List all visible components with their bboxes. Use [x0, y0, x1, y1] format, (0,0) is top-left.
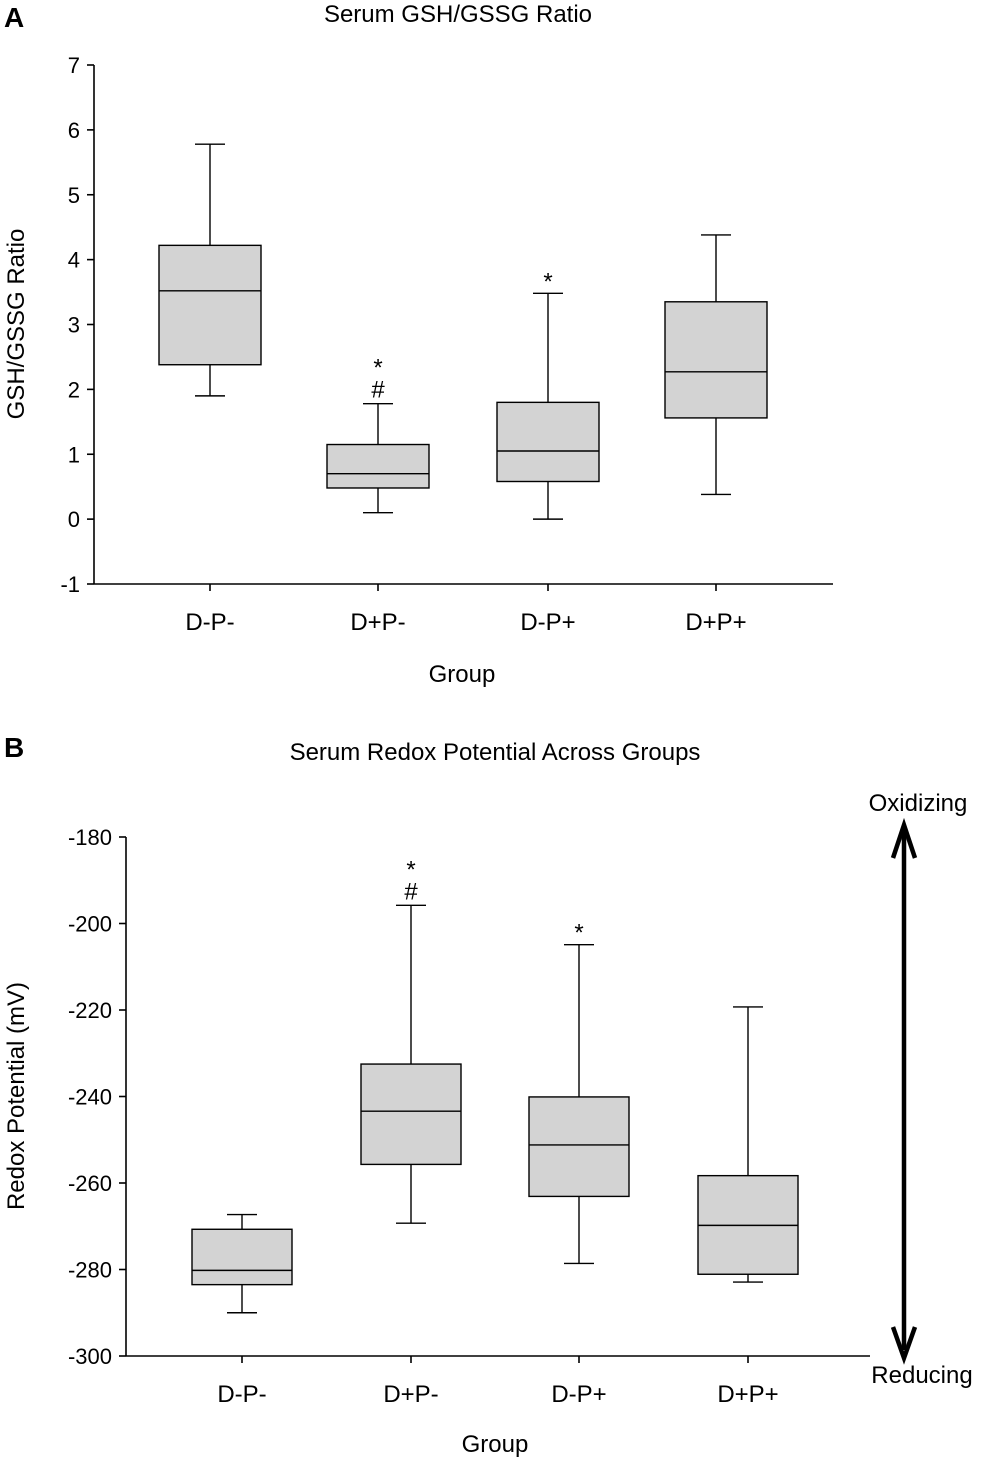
- panel-a-y-tick-label: -1: [60, 572, 80, 597]
- arrow-head-down-icon: [890, 1326, 918, 1365]
- redox-direction-arrow: [890, 817, 918, 1365]
- panel-b-significance-mark: #: [404, 878, 418, 905]
- arrow-head-up-icon: [890, 817, 918, 859]
- panel-a-category-label: D-P+: [520, 609, 575, 636]
- panel-b-y-tick-label: -200: [68, 912, 112, 937]
- panel-a-y-tick-label: 5: [68, 183, 80, 208]
- panel-b-plot: -300 -280 -260 -240 -220 -200 -180 D-P- D+P- D-P+…: [68, 825, 870, 1408]
- panel-a-title: Serum GSH/GSSG Ratio: [324, 1, 592, 28]
- panel-a-significance-mark: *: [543, 268, 552, 295]
- panel-a-x-label: Group: [429, 661, 496, 688]
- oxidizing-label: Oxidizing: [869, 790, 968, 817]
- panel-a-category-label: D-P-: [185, 609, 234, 636]
- panel-b-x-label: Group: [462, 1431, 529, 1458]
- panel-a-box: [496, 401, 600, 483]
- panel-a-y-tick-label: 1: [68, 442, 80, 467]
- panel-a-significance-mark: #: [371, 377, 385, 404]
- panel-b-y-tick-label: -300: [68, 1344, 112, 1369]
- panel-b-category-label: D-P-: [217, 1381, 266, 1408]
- panel-b-y-label: Redox Potential (mV): [3, 982, 30, 1210]
- panel-a-y-tick-label: 3: [68, 313, 80, 338]
- panel-b: B Serum Redox Potential Across Groups Re…: [3, 732, 973, 1458]
- panel-a-box: [326, 443, 430, 489]
- panel-a-label: A: [4, 2, 24, 33]
- panel-b-label: B: [4, 732, 24, 763]
- panel-a-y-tick-label: 6: [68, 118, 80, 143]
- panel-b-box: [360, 1063, 462, 1166]
- panel-a-y-tick-label: 4: [68, 248, 80, 273]
- panel-b-category-label: D+P+: [717, 1381, 778, 1408]
- panel-b-y-tick-label: -180: [68, 825, 112, 850]
- panel-a-y-label: GSH/GSSG Ratio: [3, 229, 30, 420]
- panel-b-category-label: D-P+: [551, 1381, 606, 1408]
- panel-b-significance-mark: *: [406, 856, 415, 883]
- panel-a-category-label: D+P-: [350, 609, 405, 636]
- panel-a-category-label: D+P+: [685, 609, 746, 636]
- panel-b-significance-mark: *: [574, 920, 583, 947]
- panel-a-y-tick-label: 0: [68, 507, 80, 532]
- panel-b-y-tick-label: -220: [68, 998, 112, 1023]
- panel-a-box: [664, 301, 768, 419]
- panel-b-category-label: D+P-: [383, 1381, 438, 1408]
- panel-b-y-tick-label: -280: [68, 1258, 112, 1283]
- panel-b-y-tick-label: -240: [68, 1085, 112, 1110]
- panel-b-y-tick-label: -260: [68, 1171, 112, 1196]
- panel-a-significance-mark: *: [373, 355, 382, 382]
- panel-a-box: [158, 244, 262, 366]
- panel-a-y-tick-label: 2: [68, 377, 80, 402]
- panel-a: A Serum GSH/GSSG Ratio GSH/GSSG Ratio Gr…: [3, 1, 833, 688]
- reducing-label: Reducing: [871, 1362, 972, 1389]
- panel-a-y-tick-label: 7: [68, 53, 80, 78]
- panel-b-title: Serum Redox Potential Across Groups: [290, 739, 701, 766]
- panel-b-box: [191, 1228, 293, 1286]
- panel-b-box: [528, 1096, 630, 1198]
